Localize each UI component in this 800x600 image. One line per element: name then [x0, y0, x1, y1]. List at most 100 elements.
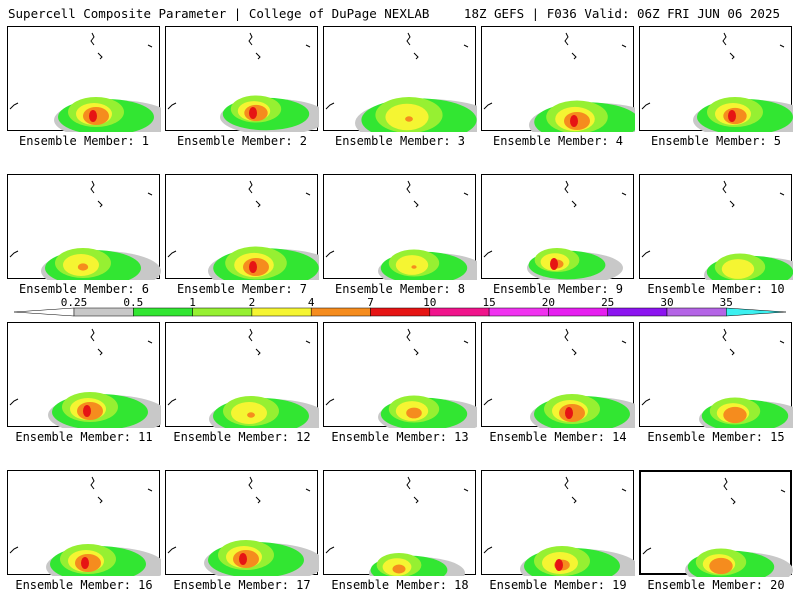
coastline [729, 200, 735, 208]
scp-contours [704, 253, 793, 280]
member-label: Ensemble Member: 13 [331, 430, 469, 444]
coastline [571, 52, 577, 60]
coastline [255, 496, 261, 504]
ensemble-panel[interactable] [481, 322, 635, 428]
scp-contours [46, 544, 161, 576]
scp-contours [54, 97, 161, 132]
coastline [621, 340, 627, 344]
ensemble-panel[interactable] [7, 470, 161, 576]
coastline [406, 328, 411, 342]
coastline [779, 44, 785, 48]
colorbar-tick-label: 15 [482, 296, 496, 309]
coastline [641, 398, 651, 406]
scp-contours [378, 249, 477, 280]
coastline [571, 496, 577, 504]
coastline [564, 476, 569, 490]
coastline [305, 340, 311, 344]
coastline [413, 52, 419, 60]
coastline [97, 496, 103, 504]
coastline [9, 398, 19, 406]
coastline [722, 328, 727, 342]
scp-contours [693, 97, 793, 132]
coastline [641, 102, 651, 110]
coastline [97, 348, 103, 356]
coastline [90, 328, 95, 342]
coastline [9, 546, 19, 554]
colorbar-segment [73, 307, 134, 317]
colorbar-segment [548, 307, 608, 317]
coastline [621, 488, 627, 492]
coastline [463, 44, 469, 48]
coastline [167, 546, 177, 554]
colorbar-segment [310, 307, 371, 317]
colorbar-legend [13, 307, 787, 317]
ensemble-panel[interactable] [323, 470, 476, 576]
ensemble-panel[interactable] [481, 470, 635, 576]
colorbar-tick-label: 35 [719, 296, 733, 309]
coastline [147, 44, 153, 48]
coastline [90, 32, 95, 46]
colorbar-tick-label: 0.5 [123, 296, 144, 309]
coastline [167, 398, 177, 406]
coastline [483, 546, 493, 554]
member-label: Ensemble Member: 9 [492, 282, 624, 296]
coastline [723, 477, 728, 491]
coastline [780, 489, 786, 493]
ensemble-panel[interactable] [7, 174, 161, 280]
member-label: Ensemble Member: 3 [334, 134, 466, 148]
ensemble-panel[interactable] [639, 26, 793, 132]
coastline [325, 398, 335, 406]
ensemble-panel[interactable] [639, 322, 793, 428]
coastline [167, 250, 177, 258]
colorbar-tick-label: 4 [307, 296, 315, 309]
model-run-info: 18Z GEFS | F036 Valid: 06Z FRI JUN 06 20… [463, 6, 780, 21]
ensemble-panel[interactable] [7, 322, 161, 428]
member-label: Ensemble Member: 17 [173, 578, 311, 592]
colorbar-segment [251, 307, 312, 317]
coastline [90, 476, 95, 490]
coastline [9, 250, 19, 258]
ensemble-panel[interactable] [165, 174, 319, 280]
ensemble-panel[interactable] [7, 26, 161, 132]
coastline [483, 250, 493, 258]
scp-contours [204, 540, 319, 576]
ensemble-panel[interactable] [481, 26, 635, 132]
coastline [90, 180, 95, 194]
colorbar-segment [607, 307, 668, 317]
ensemble-panel[interactable] [639, 174, 793, 280]
member-label: Ensemble Member: 7 [176, 282, 308, 296]
coastline [97, 200, 103, 208]
coastline [325, 546, 335, 554]
scp-contours [208, 246, 319, 280]
ensemble-panel[interactable] [639, 470, 793, 577]
coastline [248, 32, 253, 46]
coastline [722, 32, 727, 46]
coastline [564, 32, 569, 46]
ensemble-panel[interactable] [323, 322, 477, 428]
coastline [305, 192, 311, 196]
member-label: Ensemble Member: 8 [334, 282, 466, 296]
ensemble-panel[interactable] [481, 174, 634, 280]
colorbar-tick-label: 7 [367, 296, 374, 309]
colorbar-tick-label: 10 [423, 296, 437, 309]
member-label: Ensemble Member: 11 [15, 430, 153, 444]
ensemble-panel[interactable] [165, 322, 319, 428]
scp-contours [48, 392, 161, 428]
member-label: Ensemble Member: 10 [647, 282, 785, 296]
ensemble-panel[interactable] [323, 174, 477, 280]
coastline [9, 102, 19, 110]
colorbar-min-arrow [13, 307, 75, 317]
ensemble-panel[interactable] [323, 26, 477, 132]
coastline [413, 200, 419, 208]
ensemble-panel[interactable] [165, 470, 319, 576]
member-label: Ensemble Member: 18 [331, 578, 469, 592]
ensemble-panel[interactable] [165, 26, 319, 132]
coastline [722, 180, 727, 194]
coastline [571, 200, 577, 208]
coastline [248, 476, 253, 490]
colorbar-segment [488, 307, 549, 317]
member-label: Ensemble Member: 2 [176, 134, 308, 148]
coastline [248, 328, 253, 342]
colorbar-max-arrow [726, 307, 787, 317]
map-title: Supercell Composite Parameter | College … [8, 6, 430, 21]
